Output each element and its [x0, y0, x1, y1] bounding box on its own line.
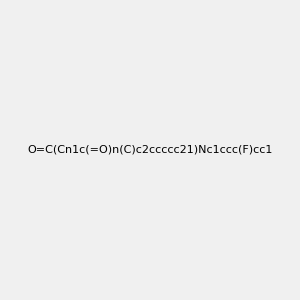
- Text: O=C(Cn1c(=O)n(C)c2ccccc21)Nc1ccc(F)cc1: O=C(Cn1c(=O)n(C)c2ccccc21)Nc1ccc(F)cc1: [27, 145, 273, 155]
